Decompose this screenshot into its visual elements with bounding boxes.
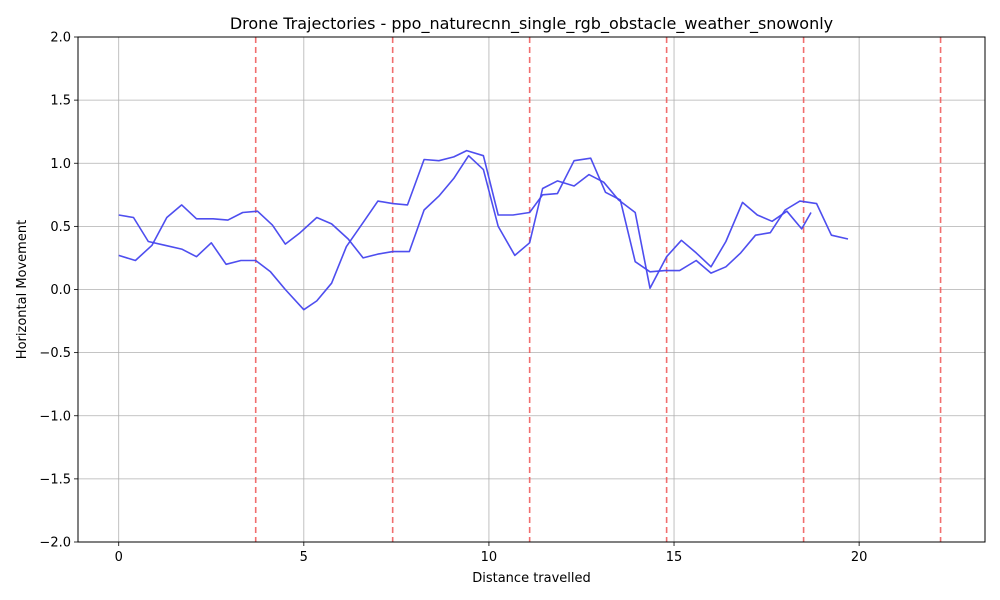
y-tick-label: −0.5 — [39, 346, 71, 361]
trajectory-line-2 — [118, 154, 812, 290]
y-axis-ticks: −2.0 −1.5 −1.0 −0.5 0.0 0.5 1.0 1.5 2.0 — [39, 31, 78, 551]
chart-title: Drone Trajectories - ppo_naturecnn_singl… — [230, 14, 833, 34]
y-tick-label: 1.0 — [50, 157, 71, 172]
trajectory-line-1 — [118, 149, 849, 311]
y-tick-label: −1.0 — [39, 409, 71, 424]
x-tick-label: 5 — [300, 550, 308, 565]
y-axis-label: Horizontal Movement — [15, 220, 30, 359]
x-tick-label: 20 — [851, 550, 868, 565]
x-tick-label: 10 — [481, 550, 498, 565]
episode-boundary-lines — [254, 37, 942, 542]
x-tick-label: 0 — [115, 550, 123, 565]
x-axis-label: Distance travelled — [472, 571, 591, 586]
x-axis-ticks: 0 5 10 15 20 — [115, 542, 868, 565]
y-tick-label: 0.0 — [50, 283, 71, 298]
y-tick-label: −1.5 — [39, 472, 71, 487]
y-tick-label: 2.0 — [50, 31, 71, 46]
trajectory-series — [118, 149, 849, 311]
y-tick-label: −2.0 — [39, 536, 71, 551]
y-tick-label: 1.5 — [50, 94, 71, 109]
x-tick-label: 15 — [666, 550, 683, 565]
y-tick-label: 0.5 — [50, 220, 71, 235]
